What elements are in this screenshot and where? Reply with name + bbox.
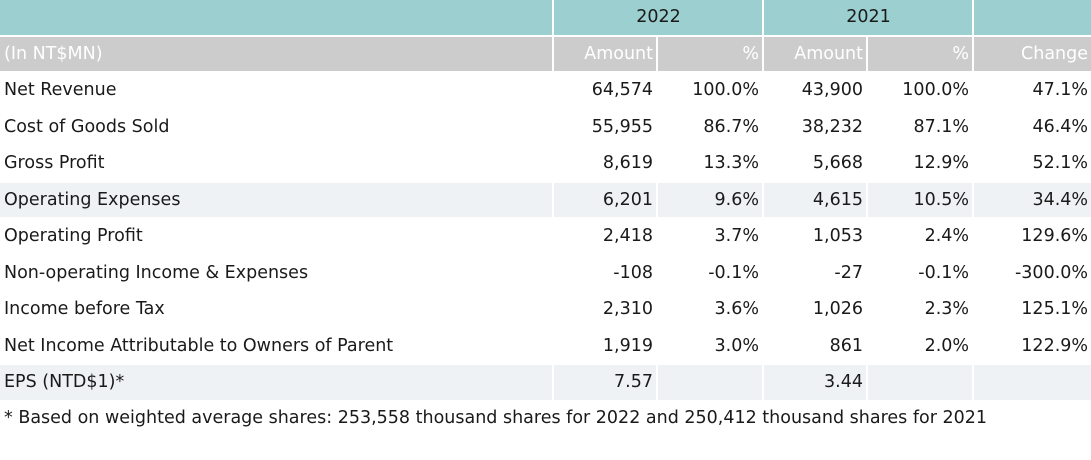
percent-2021: 2.0% <box>868 328 975 365</box>
amount-2021: 861 <box>764 328 869 365</box>
income-statement-table: 2022 2021 (In NT$MN) Amount % Amount % C… <box>0 0 1091 402</box>
percent-2022: -0.1% <box>658 255 765 292</box>
column-header-percent-2022: % <box>658 36 765 73</box>
column-header-change: Change <box>974 36 1091 73</box>
year-header-change-blank <box>974 0 1091 37</box>
table-row: Non-operating Income & Expenses -108 -0.… <box>0 255 1091 292</box>
amount-2022: 2,418 <box>554 219 658 256</box>
column-header-amount-2022: Amount <box>554 36 658 73</box>
percent-2022 <box>658 365 765 402</box>
row-label: EPS (NTD$1)* <box>0 365 554 402</box>
amount-2022: 6,201 <box>554 182 658 219</box>
percent-2022: 9.6% <box>658 182 765 219</box>
unit-label: (In NT$MN) <box>0 36 554 73</box>
amount-2022: -108 <box>554 255 658 292</box>
change-value: 129.6% <box>974 219 1091 256</box>
amount-2022: 1,919 <box>554 328 658 365</box>
row-label: Operating Expenses <box>0 182 554 219</box>
row-label: Operating Profit <box>0 219 554 256</box>
percent-2021: -0.1% <box>868 255 975 292</box>
row-label: Non-operating Income & Expenses <box>0 255 554 292</box>
change-value <box>974 365 1091 402</box>
percent-2021: 12.9% <box>868 146 975 183</box>
percent-2022: 13.3% <box>658 146 765 183</box>
table-body: Net Revenue 64,574 100.0% 43,900 100.0% … <box>0 73 1091 402</box>
percent-2021: 10.5% <box>868 182 975 219</box>
percent-2021: 100.0% <box>868 73 975 110</box>
row-label: Net Revenue <box>0 73 554 110</box>
table-row: Gross Profit 8,619 13.3% 5,668 12.9% 52.… <box>0 146 1091 183</box>
percent-2022: 3.6% <box>658 292 765 329</box>
percent-2022: 3.7% <box>658 219 765 256</box>
amount-2022: 7.57 <box>554 365 658 402</box>
row-label: Cost of Goods Sold <box>0 109 554 146</box>
percent-2022: 86.7% <box>658 109 765 146</box>
amount-2021: 38,232 <box>764 109 869 146</box>
percent-2021 <box>868 365 975 402</box>
amount-2021: 3.44 <box>764 365 869 402</box>
column-header-amount-2021: Amount <box>764 36 869 73</box>
year-header-blank <box>0 0 554 37</box>
amount-2021: 1,026 <box>764 292 869 329</box>
amount-2021: 5,668 <box>764 146 869 183</box>
change-value: 52.1% <box>974 146 1091 183</box>
percent-2021: 2.3% <box>868 292 975 329</box>
table-row: Operating Expenses 6,201 9.6% 4,615 10.5… <box>0 182 1091 219</box>
amount-2021: 43,900 <box>764 73 869 110</box>
amount-2021: -27 <box>764 255 869 292</box>
amount-2021: 1,053 <box>764 219 869 256</box>
column-header-row: (In NT$MN) Amount % Amount % Change <box>0 36 1091 73</box>
percent-2022: 100.0% <box>658 73 765 110</box>
year-header-2022: 2022 <box>554 0 765 37</box>
table-row: EPS (NTD$1)* 7.57 3.44 <box>0 365 1091 402</box>
eps-footnote: * Based on weighted average shares: 253,… <box>4 407 988 428</box>
table-row: Cost of Goods Sold 55,955 86.7% 38,232 8… <box>0 109 1091 146</box>
column-header-percent-2021: % <box>868 36 975 73</box>
change-value: 34.4% <box>974 182 1091 219</box>
row-label: Gross Profit <box>0 146 554 183</box>
amount-2022: 8,619 <box>554 146 658 183</box>
row-label: Net Income Attributable to Owners of Par… <box>0 328 554 365</box>
year-header-2021: 2021 <box>764 0 975 37</box>
table-row: Net Revenue 64,574 100.0% 43,900 100.0% … <box>0 73 1091 110</box>
percent-2021: 87.1% <box>868 109 975 146</box>
amount-2022: 64,574 <box>554 73 658 110</box>
change-value: 46.4% <box>974 109 1091 146</box>
amount-2022: 55,955 <box>554 109 658 146</box>
amount-2022: 2,310 <box>554 292 658 329</box>
table-row: Net Income Attributable to Owners of Par… <box>0 328 1091 365</box>
amount-2021: 4,615 <box>764 182 869 219</box>
row-label: Income before Tax <box>0 292 554 329</box>
change-value: 125.1% <box>974 292 1091 329</box>
percent-2022: 3.0% <box>658 328 765 365</box>
percent-2021: 2.4% <box>868 219 975 256</box>
table-row: Income before Tax 2,310 3.6% 1,026 2.3% … <box>0 292 1091 329</box>
table-row: Operating Profit 2,418 3.7% 1,053 2.4% 1… <box>0 219 1091 256</box>
change-value: -300.0% <box>974 255 1091 292</box>
change-value: 122.9% <box>974 328 1091 365</box>
change-value: 47.1% <box>974 73 1091 110</box>
year-header-row: 2022 2021 <box>0 0 1091 37</box>
